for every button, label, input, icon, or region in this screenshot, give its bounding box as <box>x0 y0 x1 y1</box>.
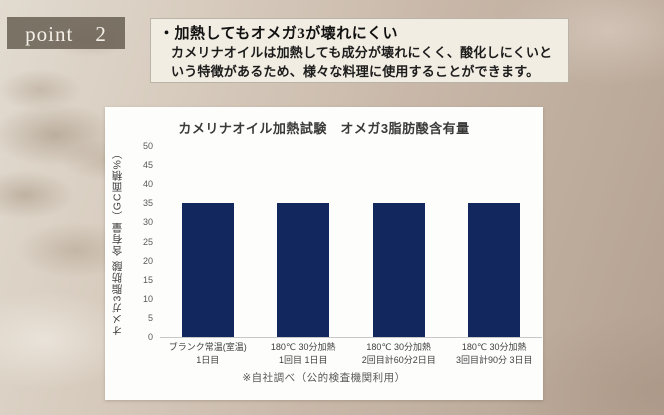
y-tick-label: 5 <box>147 312 153 323</box>
bar-column <box>160 146 256 337</box>
chart-note: ※自社調べ（公的検査機関利用） <box>242 372 406 384</box>
y-axis-label: オメガ3脂肪酸 含有量（GC面積%） <box>111 147 124 336</box>
header-heading: ・加熱してもオメガ3が壊れにくい <box>159 26 399 42</box>
y-tick-label: 40 <box>142 179 153 190</box>
y-tick-label: 50 <box>142 141 153 151</box>
y-tick-label: 35 <box>142 198 153 209</box>
bar <box>181 203 234 337</box>
x-axis-category-label: ブランク常温(室温) 1日目 <box>168 342 247 366</box>
x-axis-category-label: 180℃ 30分加熱 1回目 1日目 <box>270 342 336 366</box>
plot-area <box>160 146 542 338</box>
x-axis-category-label: 180℃ 30分加熱 2回目計60分2日目 <box>361 342 436 366</box>
y-tick-label: 10 <box>142 293 153 304</box>
y-tick-label: 45 <box>142 160 153 171</box>
bar-column <box>351 146 447 337</box>
y-tick-label: 15 <box>142 274 153 285</box>
bar <box>277 203 330 337</box>
header-body: カメリナオイルは加熱しても成分が壊れにくく、酸化しにくいという特徴があるため、様… <box>171 45 553 79</box>
point-badge: point 2 <box>7 17 125 49</box>
y-tick-label: 30 <box>142 217 153 228</box>
y-tick-label: 0 <box>147 332 153 342</box>
header-box: ・加熱してもオメガ3が壊れにくい カメリナオイルは加熱しても成分が壊れにくく、酸… <box>150 18 569 83</box>
chart-panel: カメリナオイル加熱試験 オメガ3脂肪酸含有量 オメガ3脂肪酸 含有量（GC面積%… <box>105 107 543 400</box>
bar-column <box>447 146 543 337</box>
bar <box>468 203 521 337</box>
chart-title: カメリナオイル加熱試験 オメガ3脂肪酸含有量 <box>178 121 470 136</box>
y-ticks: 0 5 10 15 20 25 30 35 40 45 50 <box>125 141 153 342</box>
x-axis-labels: ブランク常温(室温) 1日目 180℃ 30分加熱 1回目 1日目 180℃ 30分加熱… <box>160 341 542 367</box>
bar-column <box>256 146 352 337</box>
point-badge-label: point 2 <box>25 22 107 46</box>
bar <box>372 203 425 337</box>
y-tick-label: 25 <box>142 236 153 247</box>
y-tick-label: 20 <box>142 255 153 266</box>
x-axis-category-label: 180℃ 30分加熱 3回目計90分 3日目 <box>455 342 533 366</box>
